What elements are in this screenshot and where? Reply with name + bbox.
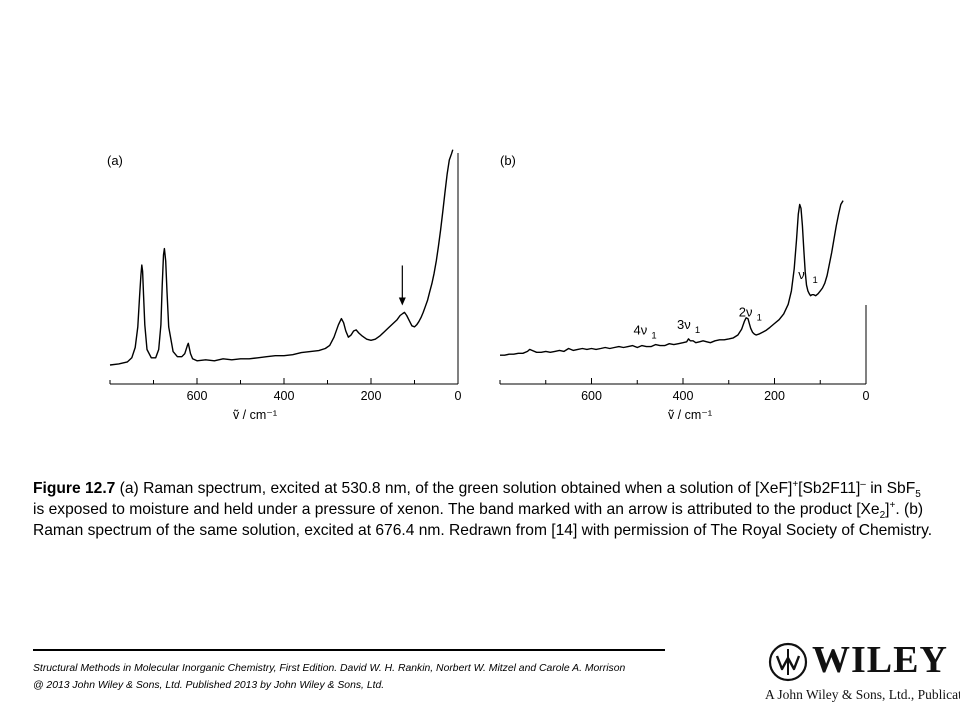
chart-a-tick-label-400: 400 [274, 389, 295, 403]
chart-b-svg: (b)600 400 200 0ṽ / cm⁻¹4ν 13ν 12ν 1ν 1 [499, 153, 870, 422]
chart-b-tick-label-600: 600 [581, 389, 602, 403]
chart-a-arrow-head [398, 297, 406, 306]
caption-sub-2: 2 [879, 510, 886, 522]
chart-panel-b: (b) 600 400 200 0 ṽ / cm⁻¹ 4ν 1 3ν 1 2ν 1 ν 1 [490, 145, 880, 435]
chart-b-peak-label-sub-2: 1 [757, 312, 762, 323]
caption-sup-2: – [860, 478, 866, 490]
chart-a-tick-label-600: 600 [187, 389, 208, 403]
chart-a-svg: (a) 600 400 200 0 ṽ / cm⁻¹ [107, 149, 462, 422]
footer-line-2: @ 2013 John Wiley & Sons, Ltd. Published… [33, 680, 385, 691]
chart-b-peak-label-2: 2ν [739, 304, 753, 319]
caption-text-5: ] [885, 501, 890, 518]
caption-lead: Figure 12.7 [33, 480, 116, 497]
chart-b-peak-label-sub-0: 1 [651, 331, 656, 342]
footer-line-1: Structural Methods in Molecular Inorgani… [33, 663, 626, 674]
chart-b-peak-label-3: ν [798, 267, 805, 282]
chart-a-spectrum-line [109, 149, 454, 366]
chart-b-tick-label-400: 400 [673, 389, 694, 403]
caption-text-3: in SbF [865, 480, 916, 497]
chart-b-tick-label-0: 0 [863, 389, 870, 403]
footer-citation: Structural Methods in Molecular Inorgani… [33, 660, 753, 694]
caption-text-1: (a) Raman spectrum, excited at 530.8 nm,… [115, 480, 793, 497]
caption-text-2: [Sb2F11] [798, 480, 861, 497]
wiley-logo: WILEY A John Wiley & Sons, Ltd., Publica… [762, 639, 960, 710]
caption-sup-3: + [889, 499, 896, 511]
chart-b-peak-label-sub-1: 1 [695, 325, 700, 336]
wiley-emblem-icon [768, 642, 808, 682]
chart-b-tick-label-200: 200 [764, 389, 785, 403]
caption-text-6: . (b) Raman spectrum of the same solutio… [33, 501, 933, 539]
chart-b-peak-label-sub-3: 1 [812, 275, 817, 286]
chart-a-tick-label-0: 0 [455, 389, 462, 403]
chart-a-panel-label: (a) [107, 153, 123, 168]
wiley-tagline: A John Wiley & Sons, Ltd., Publication [765, 687, 960, 702]
chart-a-x-axis-label: ṽ / cm⁻¹ [233, 408, 277, 422]
footer-divider [33, 649, 665, 651]
chart-panel-a: (a) 600 400 200 0 ṽ / cm⁻¹ [95, 145, 475, 435]
chart-b-panel-label: (b) [500, 153, 516, 168]
chart-b-peak-label-1: 3ν [677, 317, 691, 332]
wiley-wordmark: WILEY [812, 639, 948, 681]
chart-b-peak-label-0: 4ν [634, 323, 648, 338]
chart-b-x-axis-label: ṽ / cm⁻¹ [668, 408, 712, 422]
figure-caption: Figure 12.7 (a) Raman spectrum, excited … [33, 478, 933, 541]
caption-sub-1: 5 [915, 489, 921, 501]
caption-sup-1: + [792, 478, 799, 490]
caption-text-4: is exposed to moisture and held under a … [33, 501, 880, 518]
chart-a-tick-label-200: 200 [361, 389, 382, 403]
chart-b-spectrum-line [500, 200, 844, 356]
